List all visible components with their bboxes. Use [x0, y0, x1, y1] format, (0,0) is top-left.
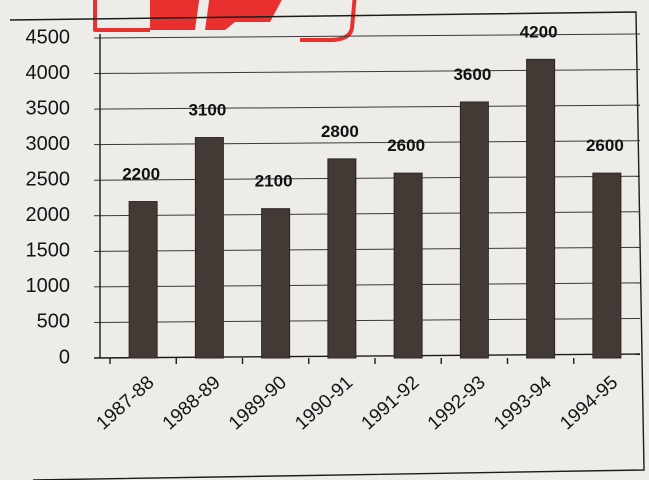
data-label: 2200: [122, 165, 160, 184]
bar: [593, 173, 621, 358]
data-label: 2100: [255, 172, 293, 191]
y-tick-label: 1000: [26, 275, 71, 297]
bar: [460, 102, 488, 358]
data-label: 2600: [387, 136, 425, 155]
y-tick-label: 3000: [26, 133, 71, 155]
bar: [195, 138, 223, 358]
bar: [328, 159, 356, 358]
y-tick-label: 2500: [26, 169, 71, 191]
y-tick-label: 4000: [26, 62, 71, 84]
bar: [527, 59, 555, 358]
data-label: 2800: [321, 122, 359, 141]
y-tick-label: 1500: [26, 240, 71, 262]
data-label: 3600: [453, 65, 491, 84]
y-tick-label: 3500: [26, 97, 71, 119]
bar: [262, 209, 290, 358]
data-label: 3100: [188, 101, 226, 120]
y-tick-label: 500: [37, 311, 70, 333]
data-label: 4200: [520, 22, 558, 41]
bar: [129, 202, 157, 358]
y-tick-label: 4500: [26, 26, 71, 48]
data-label: 2600: [586, 136, 624, 155]
y-tick-label: 0: [59, 346, 70, 368]
bar: [394, 173, 422, 358]
y-tick-label: 2000: [26, 204, 71, 226]
